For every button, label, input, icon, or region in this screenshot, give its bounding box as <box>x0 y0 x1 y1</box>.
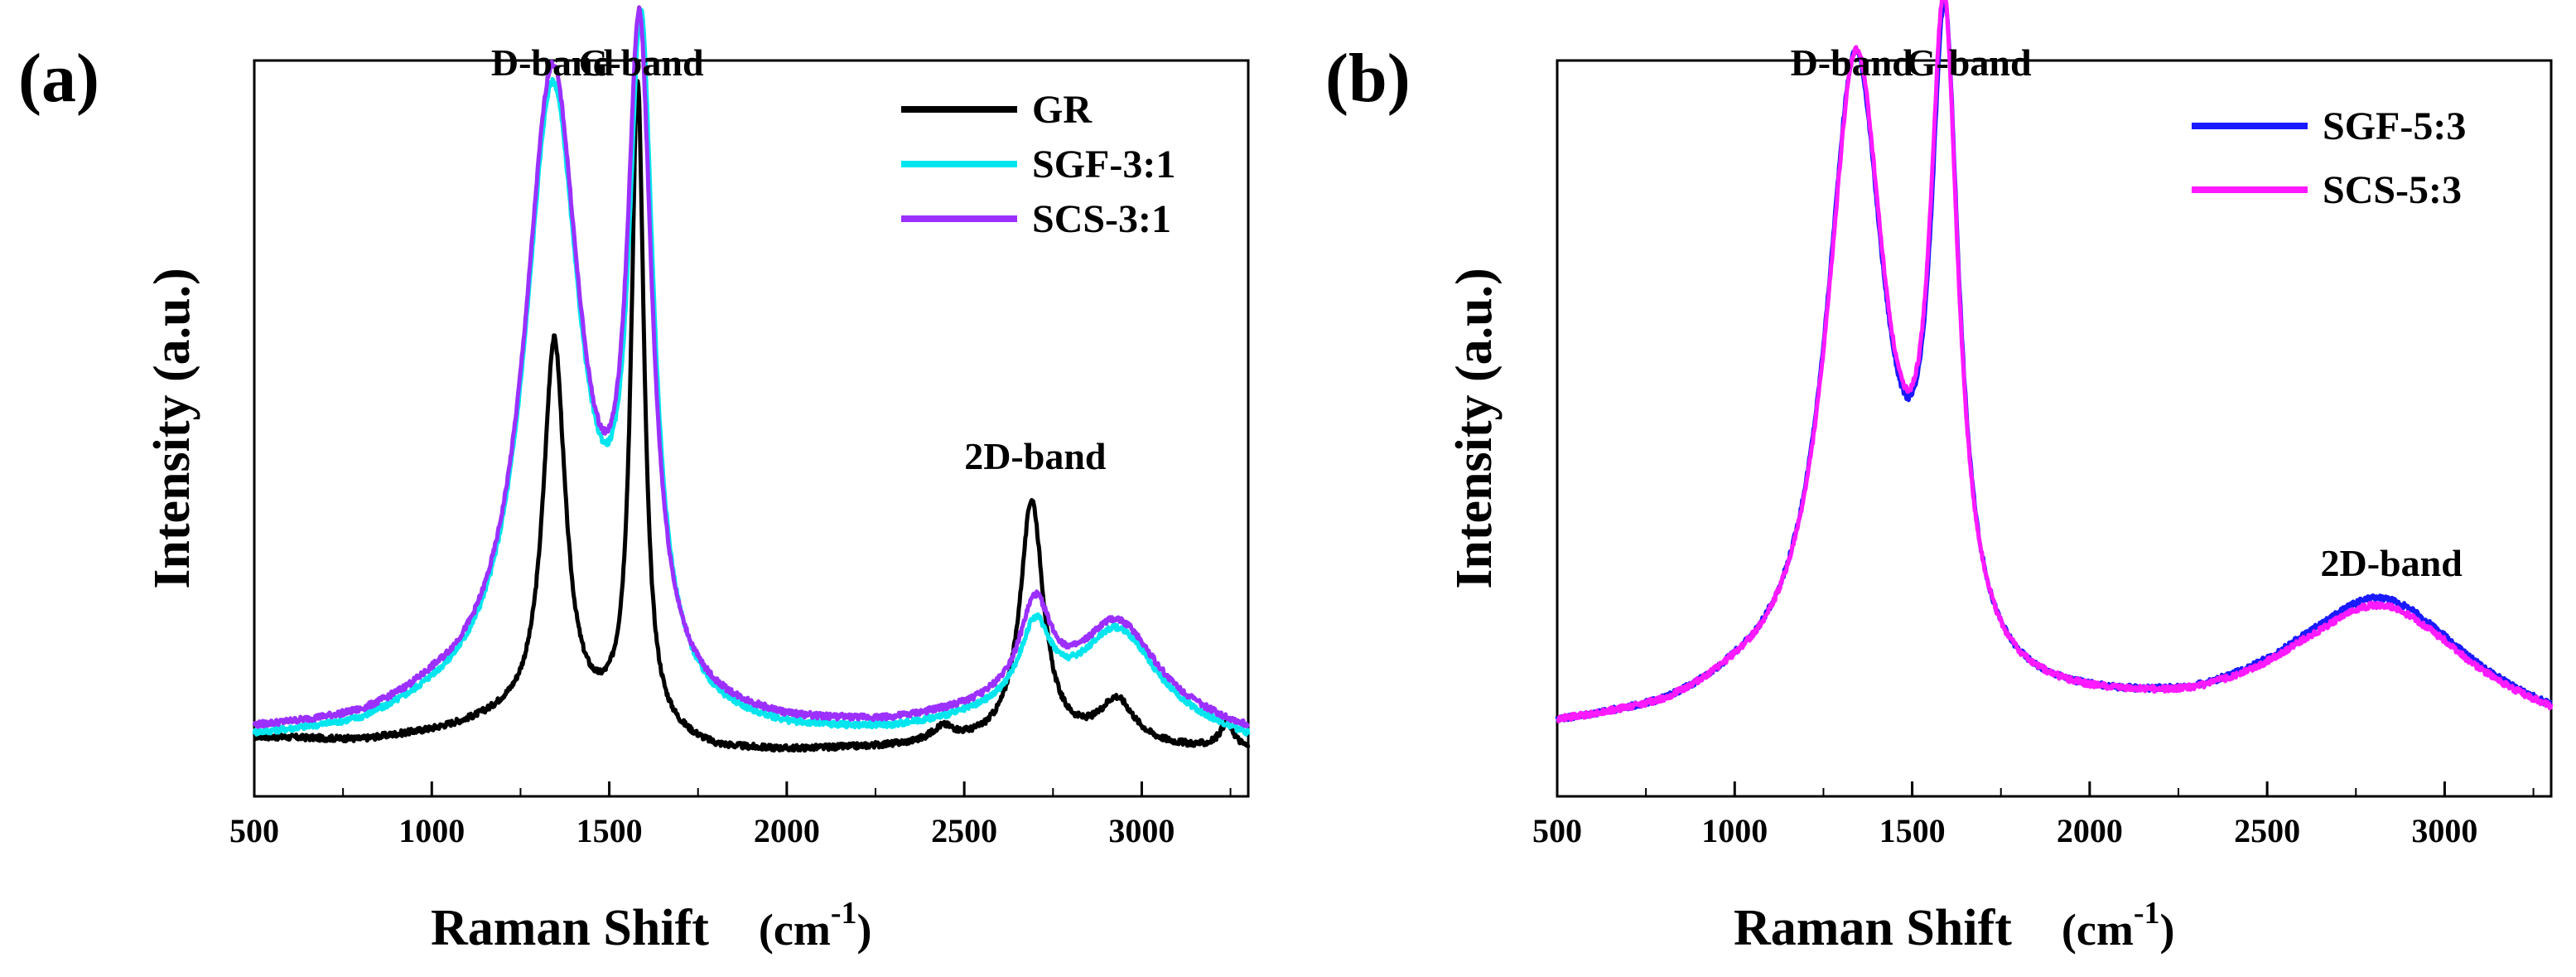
panel-b-label: (b) <box>1325 40 1411 117</box>
panel-a-y-axis-title: Intensity (a.u.) <box>144 268 200 589</box>
panel-a: (a) 500 1000 1500 2000 2500 3000 GR SGF-3:1 SCS… <box>18 5 1251 956</box>
legend-label: GR <box>1032 88 1093 132</box>
panel-b: (b) 500 1000 1500 2000 2500 3000 SGF-5:3 SCS-5… <box>1325 0 2554 956</box>
legend-label: SCS-3:1 <box>1032 197 1171 241</box>
panel-a-x-axis-title: Raman Shift (cm-1) <box>431 896 871 956</box>
panel-b-x-axis-unit-close: ) <box>2159 905 2174 955</box>
peak-annotation: D-band <box>491 41 615 84</box>
legend-label: SGF-3:1 <box>1032 143 1175 186</box>
panel-a-series <box>252 5 1251 753</box>
panel-b-legend: SGF-5:3 SCS-5:3 <box>2192 104 2466 212</box>
x-tick-label: 1500 <box>1879 812 1946 849</box>
panel-b-plot-frame <box>1556 59 2553 798</box>
panel-a-x-axis-unit: (cm <box>759 905 831 955</box>
legend-label: SGF-5:3 <box>2323 104 2466 148</box>
x-tick-label: 1000 <box>398 812 465 849</box>
series-line-sgf-3-1 <box>252 7 1251 737</box>
x-tick-label: 2000 <box>2057 812 2123 849</box>
x-tick-label: 500 <box>229 812 279 849</box>
panel-a-legend: GR SGF-3:1 SCS-3:1 <box>901 88 1175 241</box>
x-tick-label: 3000 <box>2411 812 2477 849</box>
x-tick-label: 2500 <box>2234 812 2300 849</box>
peak-annotation: 2D-band <box>964 435 1107 477</box>
x-tick-label: 1000 <box>1701 812 1768 849</box>
panel-b-x-ticks: 500 1000 1500 2000 2500 3000 <box>1532 781 2535 849</box>
panel-b-x-axis-title-main: Raman Shift <box>1734 900 2012 956</box>
panel-b-y-axis-title: Intensity (a.u.) <box>1446 268 1503 589</box>
panel-a-x-ticks: 500 1000 1500 2000 2500 3000 <box>229 781 1232 849</box>
peak-annotation: G-band <box>1907 41 2032 84</box>
panel-b-x-axis-title: Raman Shift (cm-1) <box>1734 896 2174 956</box>
legend-label: SCS-5:3 <box>2323 168 2462 212</box>
panel-a-plot-frame <box>253 59 1250 798</box>
peak-annotation: D-band <box>1791 41 1914 84</box>
x-tick-label: 500 <box>1532 812 1582 849</box>
series-line-gr <box>253 79 1251 753</box>
x-tick-label: 2000 <box>754 812 820 849</box>
peak-annotation: G-band <box>579 41 704 84</box>
panel-a-x-axis-title-main: Raman Shift <box>431 900 709 956</box>
panel-a-label: (a) <box>18 40 99 117</box>
panel-a-x-axis-unit-close: ) <box>856 905 871 955</box>
panel-b-x-axis-unit-sup: -1 <box>2134 896 2160 931</box>
panel-a-x-axis-unit-sup: -1 <box>831 896 857 931</box>
series-line-scs-5-3 <box>1556 0 2554 723</box>
panel-b-x-axis-unit: (cm <box>2062 905 2134 955</box>
x-tick-label: 1500 <box>576 812 643 849</box>
x-tick-label: 3000 <box>1108 812 1175 849</box>
panel-b-series <box>1555 0 2554 723</box>
series-line-scs-3-1 <box>252 5 1251 729</box>
peak-annotation: 2D-band <box>2320 542 2463 584</box>
x-tick-label: 2500 <box>931 812 997 849</box>
